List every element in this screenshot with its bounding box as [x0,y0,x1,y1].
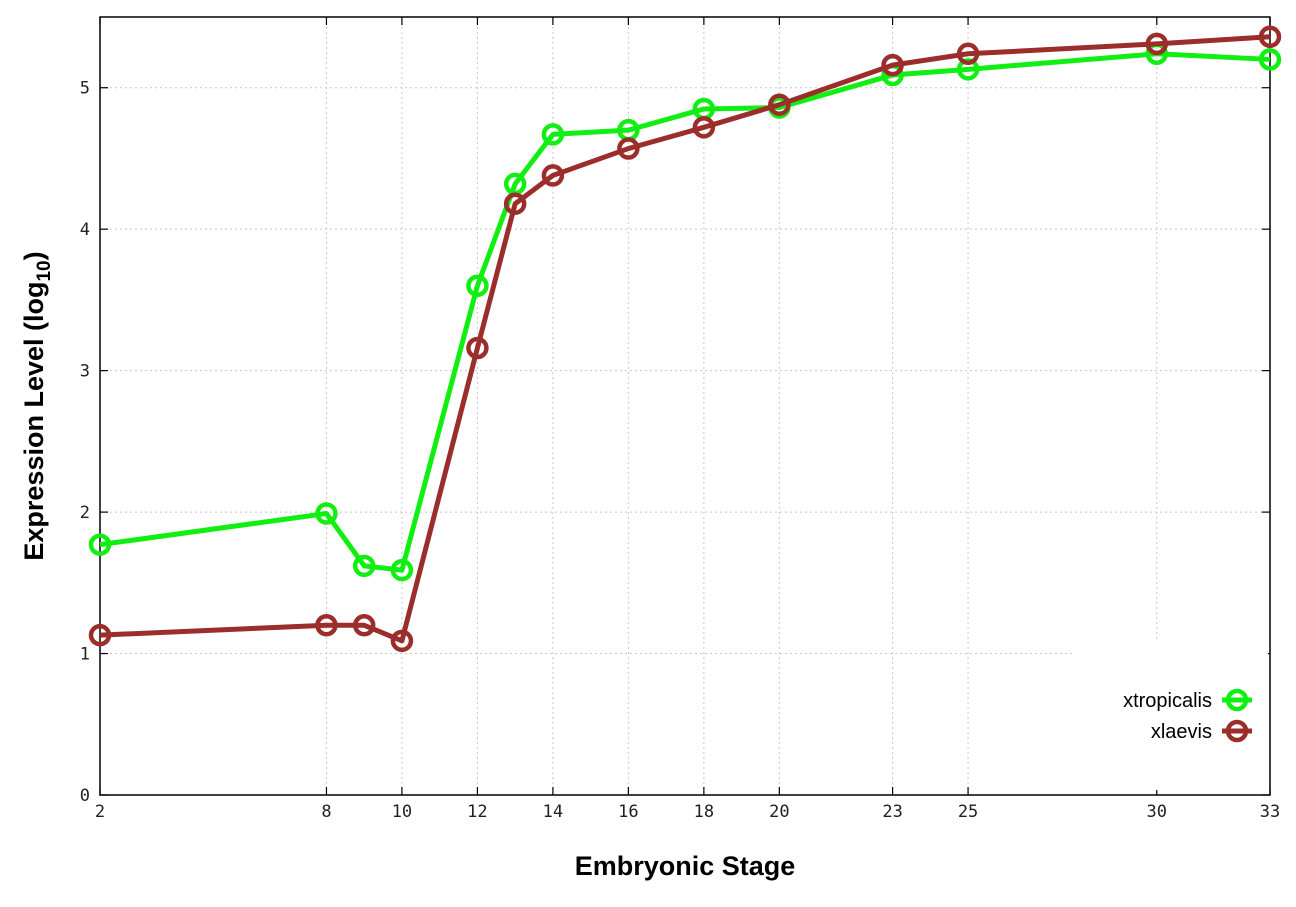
x-tick-label: 12 [467,802,487,822]
data-point [1258,48,1282,71]
data-point [692,116,716,139]
data-point [466,274,489,298]
x-tick-label: 25 [958,802,978,822]
data-point [390,629,414,653]
x-axis-title: Embryonic Stage [575,851,796,881]
y-axis-title-main: Expression Level (log [19,282,49,561]
y-axis-title-subscript: 10 [34,260,55,281]
legend-label: xtropicalis [1123,690,1212,712]
x-tick-label: 2 [95,802,105,822]
y-tick-label: 0 [80,786,90,806]
data-point [768,93,791,116]
data-point [315,502,338,525]
y-tick-label: 1 [80,645,90,665]
y-tick-label: 5 [80,79,90,99]
plot-frame [99,16,1271,796]
x-tick-label: 16 [618,802,638,822]
series-xtropicalis [88,42,1282,582]
series-line [99,34,1271,644]
legend-marker [1225,719,1249,743]
series-layer [88,25,1282,653]
y-tick-label: 3 [80,362,90,382]
y-axis-title-close: ) [19,251,49,260]
data-point [956,42,980,66]
data-point [315,614,338,637]
x-tick-label: 8 [321,802,331,822]
x-tick-label: 14 [543,802,563,822]
data-point [541,123,565,146]
data-point [352,554,376,578]
x-tick-label: 10 [392,802,412,822]
data-point [956,58,980,81]
data-point [466,336,489,360]
data-point [503,192,527,215]
data-point [617,137,640,160]
x-tick-label: 20 [769,802,789,822]
legend-background [1072,640,1268,790]
x-tick-label: 23 [882,802,902,822]
series-line [99,51,1271,573]
data-point [390,558,414,582]
y-tick-label: 2 [80,503,90,523]
x-tick-label: 18 [694,802,714,822]
data-point [881,53,904,77]
y-tick-label: 4 [80,220,90,240]
legend-label: xlaevis [1151,721,1212,743]
legend: xtropicalis xlaevis [1072,640,1268,790]
data-point [88,533,112,556]
x-tick-label: 30 [1147,802,1167,822]
series-xlaevis [88,25,1282,653]
data-point [352,614,376,637]
legend-marker [1225,688,1249,712]
data-point [88,623,112,647]
x-tick-label: 33 [1260,802,1280,822]
y-axis-title: Expression Level (log10) [19,251,55,560]
data-point [1258,25,1282,49]
data-point [541,164,565,187]
data-point [1145,32,1169,56]
